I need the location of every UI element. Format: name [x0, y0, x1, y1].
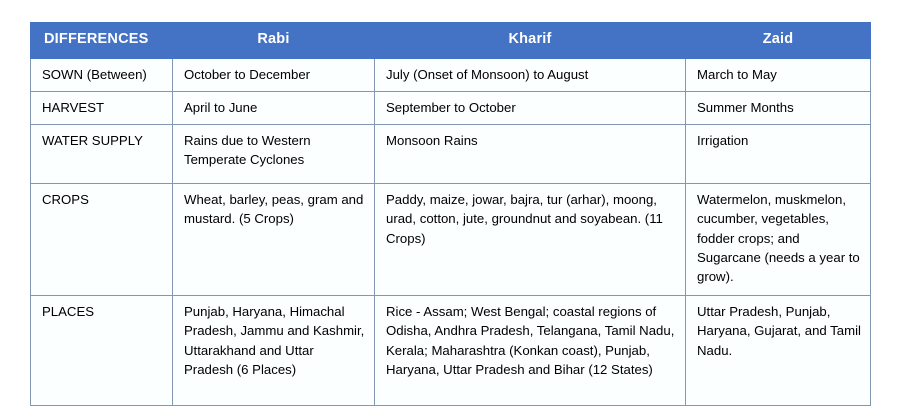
table-header-row: DIFFERENCES Rabi Kharif Zaid — [30, 22, 871, 59]
cell-kharif-sown: July (Onset of Monsoon) to August — [374, 57, 686, 93]
cell-text: PLACES — [42, 304, 95, 320]
column-header-rabi: Rabi — [172, 22, 375, 59]
table-row: HARVEST April to June September to Octob… — [30, 91, 871, 126]
cell-differences-sown: SOWN (Between) — [30, 57, 173, 93]
cell-rabi-crops: Wheat, barley, peas, gram and mustard. (… — [172, 183, 375, 297]
cell-text: Monsoon Rains — [386, 133, 478, 149]
cell-text: April to June — [184, 100, 258, 116]
cell-zaid-places: Uttar Pradesh, Punjab, Haryana, Gujarat,… — [685, 295, 871, 407]
table-row: SOWN (Between) October to December July … — [30, 57, 871, 93]
crop-seasons-comparison-table: DIFFERENCES Rabi Kharif Zaid SOWN (Betwe… — [30, 22, 871, 407]
cell-text: July (Onset of Monsoon) to August — [386, 66, 589, 82]
cell-kharif-harvest: September to October — [374, 91, 686, 126]
table-header: DIFFERENCES Rabi Kharif Zaid — [30, 22, 871, 59]
cell-differences-harvest: HARVEST — [30, 91, 173, 126]
cell-kharif-places: Rice - Assam; West Bengal; coastal regio… — [374, 295, 686, 407]
cell-text: Uttar Pradesh, Punjab, Haryana, Gujarat,… — [697, 304, 861, 358]
column-header-zaid: Zaid — [685, 22, 871, 59]
cell-text: Wheat, barley, peas, gram and mustard. (… — [184, 192, 364, 227]
column-header-kharif: Kharif — [374, 22, 686, 59]
cell-text: Rains due to Western Temperate Cyclones — [184, 133, 311, 168]
cell-rabi-harvest: April to June — [172, 91, 375, 126]
column-header-differences: DIFFERENCES — [30, 22, 173, 59]
cell-text: Rice - Assam; West Bengal; coastal regio… — [386, 304, 675, 377]
table-row: PLACES Punjab, Haryana, Himachal Pradesh… — [30, 295, 871, 407]
cell-rabi-water-supply: Rains due to Western Temperate Cyclones — [172, 124, 375, 185]
cell-zaid-harvest: Summer Months — [685, 91, 871, 126]
cell-text: Watermelon, muskmelon, cucumber, vegetab… — [697, 192, 860, 284]
cell-text: Paddy, maize, jowar, bajra, tur (arhar),… — [386, 192, 663, 246]
cell-text: CROPS — [42, 192, 89, 208]
cell-text: September to October — [386, 100, 516, 116]
cell-text: Punjab, Haryana, Himachal Pradesh, Jammu… — [184, 304, 365, 377]
cell-rabi-sown: October to December — [172, 57, 375, 93]
cell-differences-water-supply: WATER SUPPLY — [30, 124, 173, 185]
cell-kharif-water-supply: Monsoon Rains — [374, 124, 686, 185]
cell-text: Irrigation — [697, 133, 749, 149]
table-row: CROPS Wheat, barley, peas, gram and must… — [30, 183, 871, 297]
cell-kharif-crops: Paddy, maize, jowar, bajra, tur (arhar),… — [374, 183, 686, 297]
table-body: SOWN (Between) October to December July … — [30, 57, 871, 407]
cell-text: March to May — [697, 66, 777, 82]
cell-text: October to December — [184, 66, 311, 82]
cell-zaid-water-supply: Irrigation — [685, 124, 871, 185]
cell-text: SOWN (Between) — [42, 66, 147, 82]
cell-text: WATER SUPPLY — [42, 133, 143, 149]
cell-differences-crops: CROPS — [30, 183, 173, 297]
cell-rabi-places: Punjab, Haryana, Himachal Pradesh, Jammu… — [172, 295, 375, 407]
cell-text: Summer Months — [697, 100, 794, 116]
table-row: WATER SUPPLY Rains due to Western Temper… — [30, 124, 871, 185]
cell-differences-places: PLACES — [30, 295, 173, 407]
cell-zaid-crops: Watermelon, muskmelon, cucumber, vegetab… — [685, 183, 871, 297]
cell-zaid-sown: March to May — [685, 57, 871, 93]
cell-text: HARVEST — [42, 100, 105, 116]
